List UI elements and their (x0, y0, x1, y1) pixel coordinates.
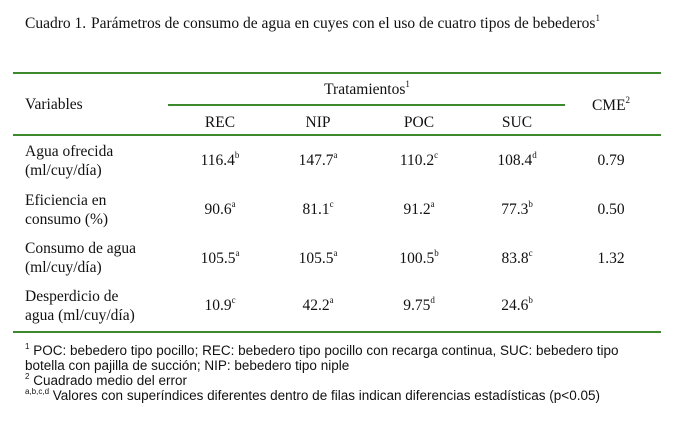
caption-footnote-mark: 1 (595, 12, 600, 23)
row-1-rec: 116.4b (200, 149, 240, 169)
row-3-rec: 105.5a (200, 247, 240, 267)
caption-label: Cuadro 1. (25, 15, 87, 32)
caption-text-block: Parámetros de consumo de agua en cuyes c… (91, 12, 665, 33)
header-bottom-rule (13, 134, 661, 136)
row-2-nip: 81.1c (302, 198, 334, 218)
row-2-suc: 77.3b (501, 198, 533, 218)
table-footnotes: 1 POC: bebedero tipo pocillo; REC: bebed… (25, 341, 670, 403)
row-2-label: Eficiencia en consumo (%) (25, 192, 109, 228)
row-4-rec: 10.9c (204, 294, 236, 314)
col-header-poc: POC (403, 114, 435, 131)
row-2-poc: 91.2a (403, 198, 435, 218)
row-1-nip: 147.7a (298, 149, 338, 169)
row-1-cme: 0.79 (597, 152, 625, 169)
table-top-rule (13, 72, 661, 74)
row-4-suc: 24.6b (501, 294, 533, 314)
header-variables: Variables (25, 96, 83, 113)
header-tratamientos: Tratamientos1 (324, 78, 410, 98)
row-3-label: Consumo de agua (ml/cuy/día) (25, 240, 137, 276)
footnote-3: a,b,c,d Valores con superíndices diferen… (25, 386, 600, 403)
row-3-suc: 83.8c (501, 247, 533, 267)
footnote-1: 1 POC: bebedero tipo pocillo; REC: bebed… (25, 341, 619, 358)
tratamientos-underline (168, 104, 565, 106)
col-header-nip: NIP (305, 114, 331, 131)
row-2-cme: 0.50 (597, 201, 625, 218)
row-3-cme: 1.32 (597, 250, 625, 267)
row-3-poc: 100.5b (399, 247, 439, 267)
row-2-rec: 90.6a (204, 198, 236, 218)
row-4-label: Desperdicio de agua (ml/cuy/día) (25, 288, 135, 324)
row-4-nip: 42.2a (302, 294, 334, 314)
header-cme: CME2 (591, 94, 631, 114)
table-bottom-rule (13, 331, 661, 333)
row-1-label: Agua ofrecida (ml/cuy/día) (25, 143, 114, 179)
footnote-1-continued: botella con pajilla de succión; NIP: beb… (25, 358, 350, 373)
row-1-poc: 110.2c (399, 149, 439, 169)
col-header-suc: SUC (501, 114, 533, 131)
row-3-nip: 105.5a (298, 247, 338, 267)
row-1-suc: 108.4d (497, 149, 537, 169)
row-4-poc: 9.75d (403, 294, 435, 314)
footnote-2: 2 Cuadrado medio del error (25, 371, 188, 388)
caption-text: Parámetros de consumo de agua en cuyes c… (91, 15, 596, 32)
col-header-rec: REC (204, 114, 236, 131)
